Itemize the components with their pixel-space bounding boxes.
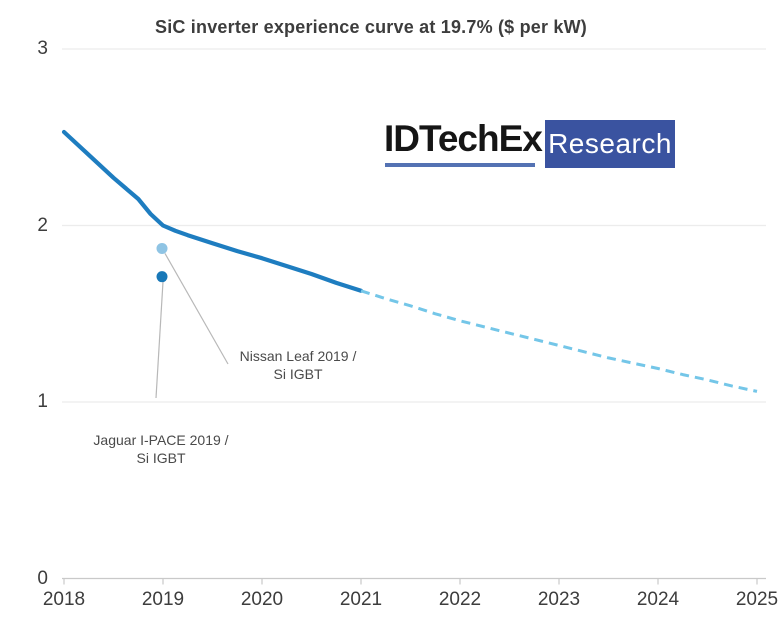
- experience-curve-solid: [61, 129, 364, 293]
- jaguar-leader-line: [155, 281, 164, 399]
- annotation-jaguar-ipace-line2: Si IGBT: [136, 450, 186, 466]
- nissan-leader-line: [164, 253, 229, 365]
- idtechex-logo: IDTechEx Research: [384, 113, 684, 173]
- annotation-jaguar-ipace: Jaguar I-PACE 2019 / Si IGBT: [93, 431, 228, 467]
- x-tick-label-2023: 2023: [537, 589, 581, 610]
- y-tick-label-1: 1: [37, 391, 48, 412]
- idtechex-logo-underline: [385, 163, 535, 167]
- x-tick-label-2021: 2021: [339, 589, 383, 610]
- annotation-nissan-leaf-line2: Si IGBT: [273, 366, 323, 382]
- experience-curve-dashed: [360, 289, 758, 393]
- chart-title: SiC inverter experience curve at 19.7% (…: [155, 17, 587, 37]
- y-tick-label-3: 3: [37, 38, 48, 59]
- x-tick-label-2022: 2022: [438, 589, 482, 610]
- annotation-nissan-leaf: Nissan Leaf 2019 / Si IGBT: [240, 347, 357, 383]
- x-tick-label-2024: 2024: [636, 589, 680, 610]
- jaguar-ipace-point: [156, 271, 168, 283]
- x-tick-label-2025: 2025: [735, 589, 779, 610]
- annotation-nissan-leaf-line1: Nissan Leaf 2019 /: [239, 348, 357, 364]
- nissan-leaf-point: [156, 242, 168, 254]
- idtechex-logo-research-box: Research: [545, 120, 675, 168]
- y-tick-label-0: 0: [37, 567, 48, 589]
- idtechex-logo-brand-text: IDTechEx: [384, 118, 543, 159]
- idtechex-logo-research-text: Research: [548, 128, 672, 159]
- x-tick-label-2020: 2020: [240, 589, 284, 610]
- x-tick-label-2019: 2019: [141, 589, 185, 610]
- x-tick-label-2018: 2018: [42, 589, 86, 610]
- y-tick-label-2: 2: [37, 214, 48, 236]
- annotation-jaguar-ipace-line1: Jaguar I-PACE 2019 /: [93, 432, 229, 448]
